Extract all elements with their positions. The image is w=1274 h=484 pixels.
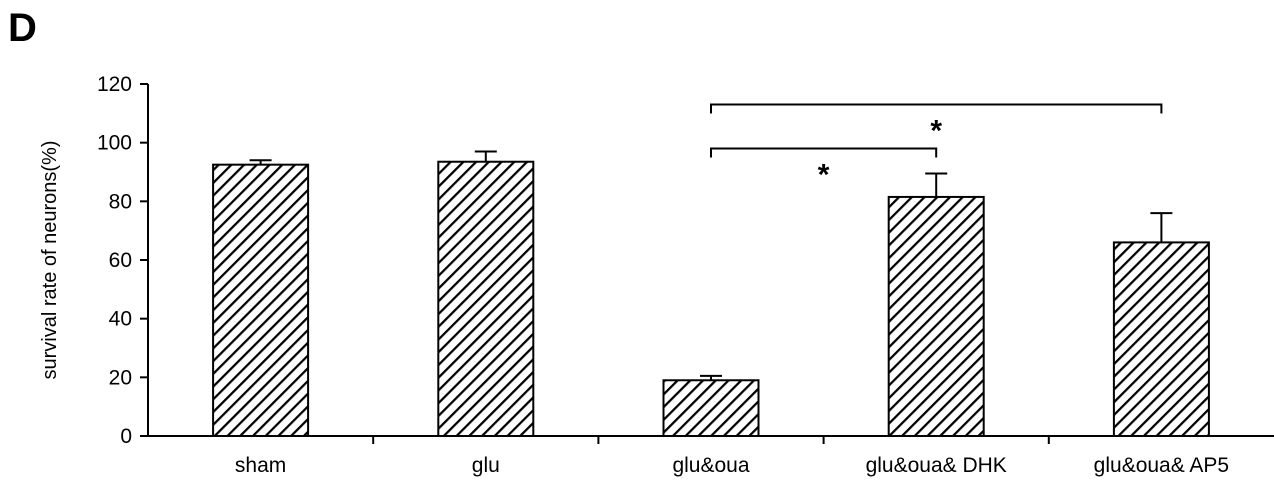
- bar: [662, 379, 760, 437]
- significance-label: *: [930, 115, 942, 148]
- x-category-label: sham: [235, 454, 286, 477]
- y-tick-label: 40: [109, 308, 132, 331]
- y-tick-label: 20: [109, 366, 132, 389]
- labels: 0 20 40 60 80 100 120 survival rate of neurons(…: [39, 73, 1229, 477]
- bars: [212, 103, 1210, 438]
- y-tick-label: 60: [109, 249, 132, 272]
- x-category-label: glu&oua& AP5: [1094, 454, 1229, 477]
- x-category-label: glu: [472, 454, 500, 477]
- bar: [1112, 241, 1210, 437]
- bar: [212, 163, 310, 438]
- y-axis-label: survival rate of neurons(%): [39, 141, 61, 380]
- y-tick-label: 120: [97, 73, 132, 96]
- significance-label: *: [818, 159, 830, 192]
- x-category-label: glu&oua: [672, 454, 749, 477]
- x-category-label: glu&oua& DHK: [866, 454, 1007, 477]
- bar: [437, 160, 535, 437]
- y-tick-label: 0: [120, 425, 132, 448]
- significance-bracket: [710, 103, 1163, 114]
- y-tick-label: 80: [109, 190, 132, 213]
- y-tick-label: 100: [97, 132, 132, 155]
- bar: [887, 195, 985, 437]
- panel-label: D: [8, 6, 37, 50]
- significance-bracket: [710, 147, 938, 158]
